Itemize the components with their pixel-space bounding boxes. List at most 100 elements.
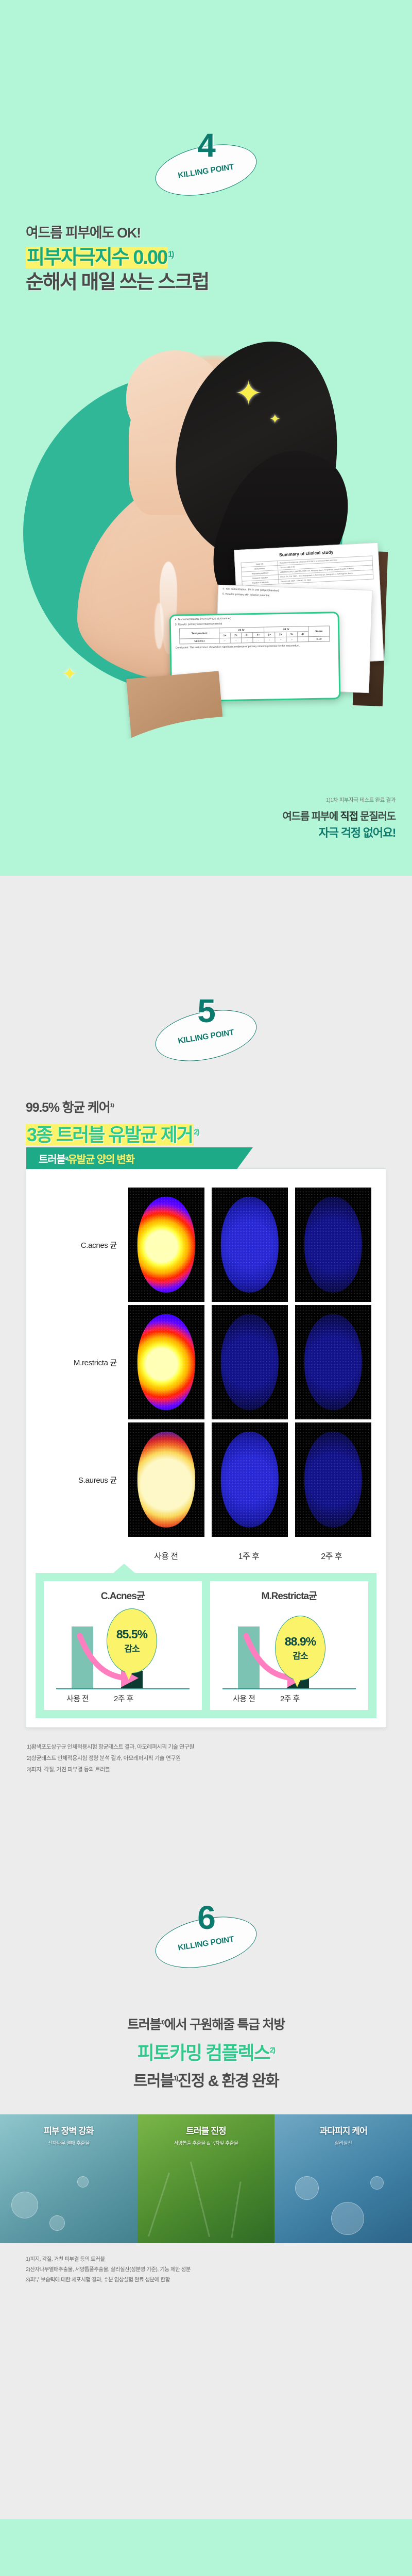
section5-headline-line1: 99.5% 항균 케어1) <box>26 1097 412 1116</box>
bubble-decoration <box>295 2176 319 2200</box>
section-killing-point-5: 5 KILLING POINT 99.5% 항균 케어1) 3종 트러블 유발균… <box>0 876 412 1834</box>
section4-foot-line2: 자극 걱정 없어요! <box>318 826 396 839</box>
value-cell: - <box>219 638 231 643</box>
grade-cell: 2+ <box>230 632 242 638</box>
chart-title: M.Restricta균 <box>261 1591 318 1602</box>
x-axis-line <box>222 1688 356 1689</box>
bacteria-change-panel: 트러블 3) 유발균 양의 변화 C.acnes 균 M.restricta 균 S… <box>26 1147 386 1728</box>
value-cell: - <box>297 636 309 642</box>
section5-headline-line2: 3종 트러블 유발균 제거 2) <box>26 1120 412 1147</box>
x-axis-line <box>56 1688 190 1689</box>
x-tick-before: 사용 전 <box>233 1694 255 1703</box>
colony-blob <box>304 1196 363 1293</box>
bubble-decoration <box>331 2202 365 2235</box>
section4-footnote-marker: 1) <box>168 250 174 259</box>
tab-text-prefix: 트러블 <box>39 1154 66 1165</box>
conclusion-line: Conclusion: The test product showed no s… <box>175 644 300 650</box>
value-cell: - <box>286 637 298 642</box>
col-label-week1: 1주 후 <box>238 1552 260 1561</box>
footnote-2: 2)산자나무열매추출물, 서양톱풀추출물, 살리실산(성분명 기준), 기능 제… <box>26 2266 191 2273</box>
grade-cell: 4+ <box>252 632 264 638</box>
section6-footnotes: 1)피지, 각질, 거친 피부결 등의 트러블 2)산자나무열매추출물, 서양톱… <box>0 2243 412 2285</box>
foot-text-emphasis: 직접 <box>340 811 358 822</box>
reduction-percent: 88.9% <box>284 1635 316 1648</box>
section6-headline-line1: 트러블1)에서 구원해줄 특급 처방 <box>0 2014 412 2033</box>
sparkle-icon: ✦ <box>269 411 281 427</box>
section4-foot-line1: 여드름 피부에 직접 문질러도 <box>283 808 397 823</box>
ingredient-card-strip: 피부 장벽 강화 산자나무 열매 추출물 트러블 진정 서양톱풀 추출물 & 녹… <box>0 2114 412 2243</box>
colony-blob <box>220 1431 279 1528</box>
card-subtitle: 서양톱풀 추출물 & 녹차잎 추출물 <box>174 2141 238 2146</box>
headline-text: 99.5% 항균 케어 <box>26 1100 111 1115</box>
grid-row-cacnes: C.acnes 균 <box>36 1188 376 1302</box>
ingredient-card-barrier: 피부 장벽 강화 산자나무 열매 추출물 <box>0 2114 138 2243</box>
col-score: Score <box>308 625 330 637</box>
noise-overlay <box>212 1422 288 1537</box>
gel-drip-small <box>154 603 164 649</box>
killing-point-badge-4: 4 KILLING POINT <box>150 127 262 204</box>
chart-cacnes: C.Acnes균 85.5% 감소 사용 전 2주 후 <box>44 1581 202 1710</box>
card-subtitle: 산자나무 열매 추출물 <box>48 2141 90 2146</box>
leaf-vein-decoration <box>231 2181 242 2238</box>
card-title: 과다피지 케어 <box>319 2126 368 2136</box>
section4-headline-line2: 피부자극지수 0.00 1) <box>26 247 412 269</box>
chart-plot-area: 85.5% 감소 사용 전 2주 후 <box>49 1608 197 1705</box>
section4-headline-block: 여드름 피부에도 OK! 피부자극지수 0.00 1) 순해서 매일 쓰는 스크럽 <box>0 222 412 294</box>
grade-cell: 3+ <box>286 632 298 637</box>
value-cell: - <box>264 637 276 643</box>
footnote-marker: 2) <box>269 2046 276 2055</box>
row-label-cacnes: C.acnes 균 <box>80 1241 117 1250</box>
chart-title: C.Acnes균 <box>100 1591 146 1602</box>
grid-row-mrestricta: M.restricta 균 <box>36 1305 376 1419</box>
section-killing-point-4: 4 KILLING POINT 여드름 피부에도 OK! 피부자극지수 0.00… <box>0 0 412 876</box>
x-tick-before: 사용 전 <box>66 1694 89 1703</box>
headline-text-a: 트러블 <box>127 2018 161 2032</box>
headline-text: 피토카밍 컴플렉스 <box>137 2042 271 2063</box>
fluorescence-image-grid: C.acnes 균 M.restricta 균 S.aureus 균 <box>26 1169 386 1545</box>
killing-point-badge-6: 6 KILLING POINT <box>150 1901 262 1976</box>
noise-overlay <box>212 1305 288 1419</box>
row-label-saureus: S.aureus 균 <box>78 1476 117 1485</box>
grade-cell: 1+ <box>264 632 276 638</box>
ingredient-card-soothing: 트러블 진정 서양톱풀 추출물 & 녹차잎 추출물 <box>137 2114 275 2243</box>
bubble-decoration <box>49 2215 65 2231</box>
noise-overlay <box>128 1188 204 1302</box>
headline-text-b: 진정 & 환경 완화 <box>177 2073 280 2090</box>
results-label-line-front: 5. Results: primary skin irritation pote… <box>175 622 222 626</box>
colony-blob <box>137 1431 196 1528</box>
chart-mrestricta: M.Restricta균 88.9% 감소 사용 전 2주 후 <box>210 1581 368 1710</box>
chart-plot-area: 88.9% 감소 사용 전 2주 후 <box>215 1609 363 1705</box>
section4-headline-line1: 여드름 피부에도 OK! <box>26 225 141 241</box>
colony-blob <box>137 1196 196 1293</box>
col-product: Test product <box>179 628 219 639</box>
noise-overlay <box>212 1188 288 1302</box>
headline-text-b: 에서 구원해줄 특급 처방 <box>164 2018 285 2032</box>
foot-text-c: 문질러도 <box>357 811 396 822</box>
x-tick-after: 2주 후 <box>280 1694 300 1703</box>
timepoint-labels: 사용 전 1주 후 2주 후 <box>26 1545 386 1573</box>
section-killing-point-7: 7 KILLING POINT 굵고 날카로운 알갱이 NO! 부드러운 히알루… <box>0 2519 412 2576</box>
irritation-results-table: Test product 24 hr 48 hr Score 1+ 2+ 3+ … <box>179 625 330 645</box>
footnote-2: 2)항균테스트 인체적용시험 정량 분석 결과, 아모레퍼시픽 기술 연구원 <box>27 1755 181 1761</box>
bubble-decoration <box>370 2176 384 2190</box>
test-concentration-line-front: 4. Test concentration: 1% in DW (20 µL/c… <box>175 617 231 621</box>
value-cell: - <box>275 637 287 642</box>
noise-overlay <box>295 1305 371 1419</box>
section4-headline-line3: 순해서 매일 쓰는 스크럽 <box>26 271 210 293</box>
section-killing-point-6: 6 KILLING POINT 트러블1)에서 구원해줄 특급 처방 피토카밍 … <box>0 1834 412 2519</box>
score-cell: 0.00 <box>308 636 330 642</box>
headline-text-a: 트러블 <box>133 2073 175 2090</box>
killing-point-badge-5: 5 KILLING POINT <box>150 994 262 1070</box>
card-subtitle: 살리실산 <box>334 2141 352 2146</box>
reduction-label: 감소 <box>124 1644 140 1654</box>
ingredient-card-text: 트러블 진정 서양톱풀 추출물 & 녹차잎 추출물 <box>138 2124 275 2146</box>
noise-overlay <box>295 1188 371 1302</box>
cell-image-before <box>128 1305 204 1419</box>
footnote-marker: 2) <box>194 1128 200 1137</box>
cell-image-week1 <box>212 1422 288 1537</box>
value-cell: - <box>252 637 264 643</box>
section4-footnote: 1)1차 피부자극 테스트 완료 결과 <box>325 797 396 803</box>
panel-tab-label: 트러블 3) 유발균 양의 변화 <box>26 1147 253 1169</box>
badge-number: 4 <box>197 127 216 164</box>
reduction-charts-wrap: C.Acnes균 85.5% 감소 사용 전 2주 후 <box>36 1564 376 1718</box>
